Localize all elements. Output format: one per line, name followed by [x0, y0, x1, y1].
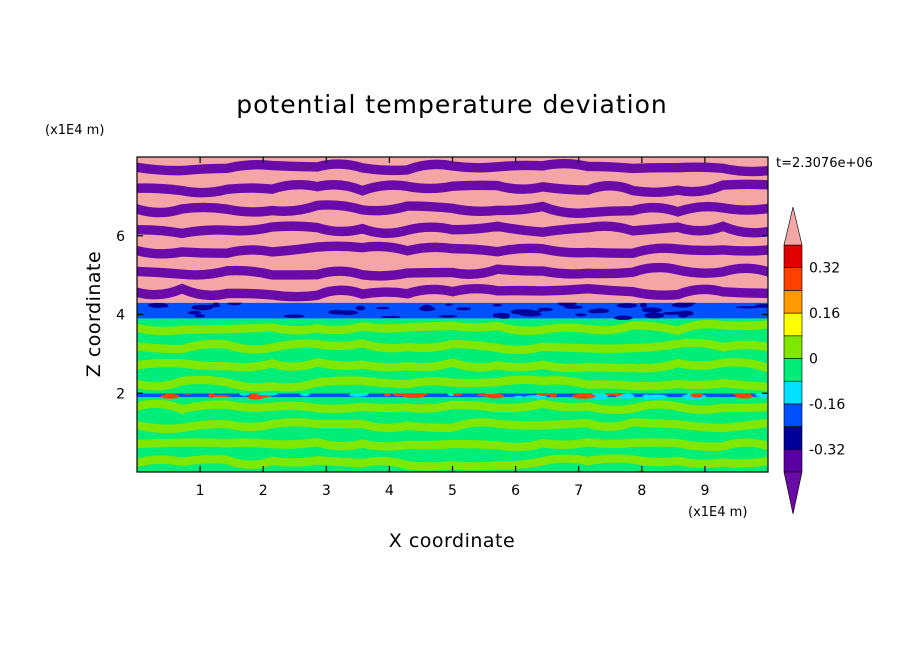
field-band — [137, 241, 768, 259]
field-speckle — [456, 307, 472, 311]
field-speckle — [486, 393, 505, 399]
colorbar-swatch — [783, 403, 803, 427]
plot-area — [137, 157, 768, 472]
field-band — [137, 319, 768, 336]
field-speckle — [376, 306, 390, 310]
field-speckle — [616, 303, 638, 308]
colorbar-swatch — [783, 335, 803, 359]
colorbar-swatch — [783, 312, 803, 337]
x-tick-label: 1 — [196, 483, 205, 499]
field-speckle — [642, 394, 651, 400]
field-speckle — [401, 392, 426, 399]
field-band — [137, 158, 768, 177]
colorbar-swatch — [783, 267, 803, 291]
colorbar-tick-label: -0.16 — [809, 397, 845, 413]
field-speckle — [191, 304, 213, 311]
field-speckle — [194, 314, 206, 318]
colorbar-swatch — [783, 290, 803, 314]
field-speckle — [575, 313, 587, 317]
y-unit-label: (x1E4 m) — [45, 123, 104, 138]
field-speckle — [208, 394, 231, 398]
field-speckle — [188, 310, 202, 315]
field-band — [137, 399, 768, 415]
x-axis-label: X coordinate — [389, 530, 515, 552]
field-speckle — [620, 393, 635, 399]
field-speckle — [419, 306, 435, 312]
colorbar-tick-label: -0.32 — [809, 442, 845, 458]
x-tick-label: 5 — [448, 483, 457, 499]
field-speckle — [492, 303, 503, 307]
field-speckle — [257, 392, 278, 396]
field-speckle — [355, 305, 366, 311]
field-band — [137, 375, 768, 392]
field-band — [137, 179, 768, 198]
y-tick-label: 4 — [116, 308, 125, 324]
colorbar-under-arrow — [783, 471, 803, 515]
field-speckle — [159, 305, 169, 308]
field-speckle — [283, 314, 305, 318]
field-layer — [137, 302, 768, 319]
field-band — [137, 418, 768, 434]
chart-title: potential temperature deviation — [236, 90, 667, 119]
field-speckle — [160, 393, 180, 399]
field-speckle — [445, 303, 453, 306]
field-speckle — [336, 310, 359, 315]
field-band — [137, 437, 768, 452]
colorbar-swatch — [783, 380, 803, 405]
field-speckle — [671, 302, 693, 308]
x-tick-label: 8 — [637, 483, 646, 499]
field-speckle — [537, 307, 553, 312]
x-tick-label: 4 — [385, 483, 394, 499]
field-speckle — [380, 315, 402, 319]
field-band — [137, 283, 768, 302]
colorbar-tick-label: 0 — [809, 352, 818, 368]
x-tick-label: 3 — [322, 483, 331, 499]
field-speckle — [669, 311, 694, 315]
field-band — [137, 454, 768, 471]
colorbar-tick-label: 0.16 — [809, 306, 840, 322]
field-speckle — [735, 306, 760, 309]
field-speckle — [639, 302, 648, 308]
field-speckle — [641, 307, 663, 313]
colorbar-swatch — [783, 358, 803, 382]
x-tick-label: 2 — [259, 483, 268, 499]
field-speckle — [524, 395, 548, 399]
field-speckle — [592, 308, 610, 314]
x-tick-label: 7 — [574, 483, 583, 499]
x-tick-label: 6 — [511, 483, 520, 499]
field-speckle — [498, 316, 510, 319]
colorbar-tick-label: 0.32 — [809, 261, 840, 277]
field-band — [137, 338, 768, 355]
time-label: t=2.3076e+06 — [776, 156, 873, 171]
x-tick-label: 9 — [700, 483, 709, 499]
field-speckle — [690, 393, 703, 398]
y-axis-label: Z coordinate — [83, 251, 105, 377]
field-speckle — [549, 392, 557, 398]
field-speckle — [383, 393, 391, 397]
colorbar-swatch — [783, 244, 803, 269]
field-speckle — [519, 312, 542, 317]
y-tick-label: 6 — [116, 229, 125, 245]
colorbar-over-arrow — [783, 206, 803, 246]
colorbar-swatch — [783, 426, 803, 450]
colorbar: 0.32 0.16 0 -0.16 -0.32 — [783, 206, 845, 515]
field-speckle — [735, 394, 754, 399]
field-speckle — [572, 393, 596, 399]
field-band — [137, 357, 768, 373]
y-tick-label: 2 — [116, 386, 125, 402]
field-speckle — [438, 315, 457, 318]
x-unit-label: (x1E4 m) — [688, 505, 747, 520]
field-band — [137, 262, 768, 281]
field-speckle — [644, 312, 665, 319]
field-speckle — [613, 315, 633, 321]
field-band — [137, 200, 768, 218]
colorbar-swatch — [783, 448, 803, 473]
field-speckle — [563, 305, 583, 309]
field-band — [137, 221, 768, 239]
field-speckle — [527, 310, 542, 313]
field-speckle — [514, 395, 524, 399]
